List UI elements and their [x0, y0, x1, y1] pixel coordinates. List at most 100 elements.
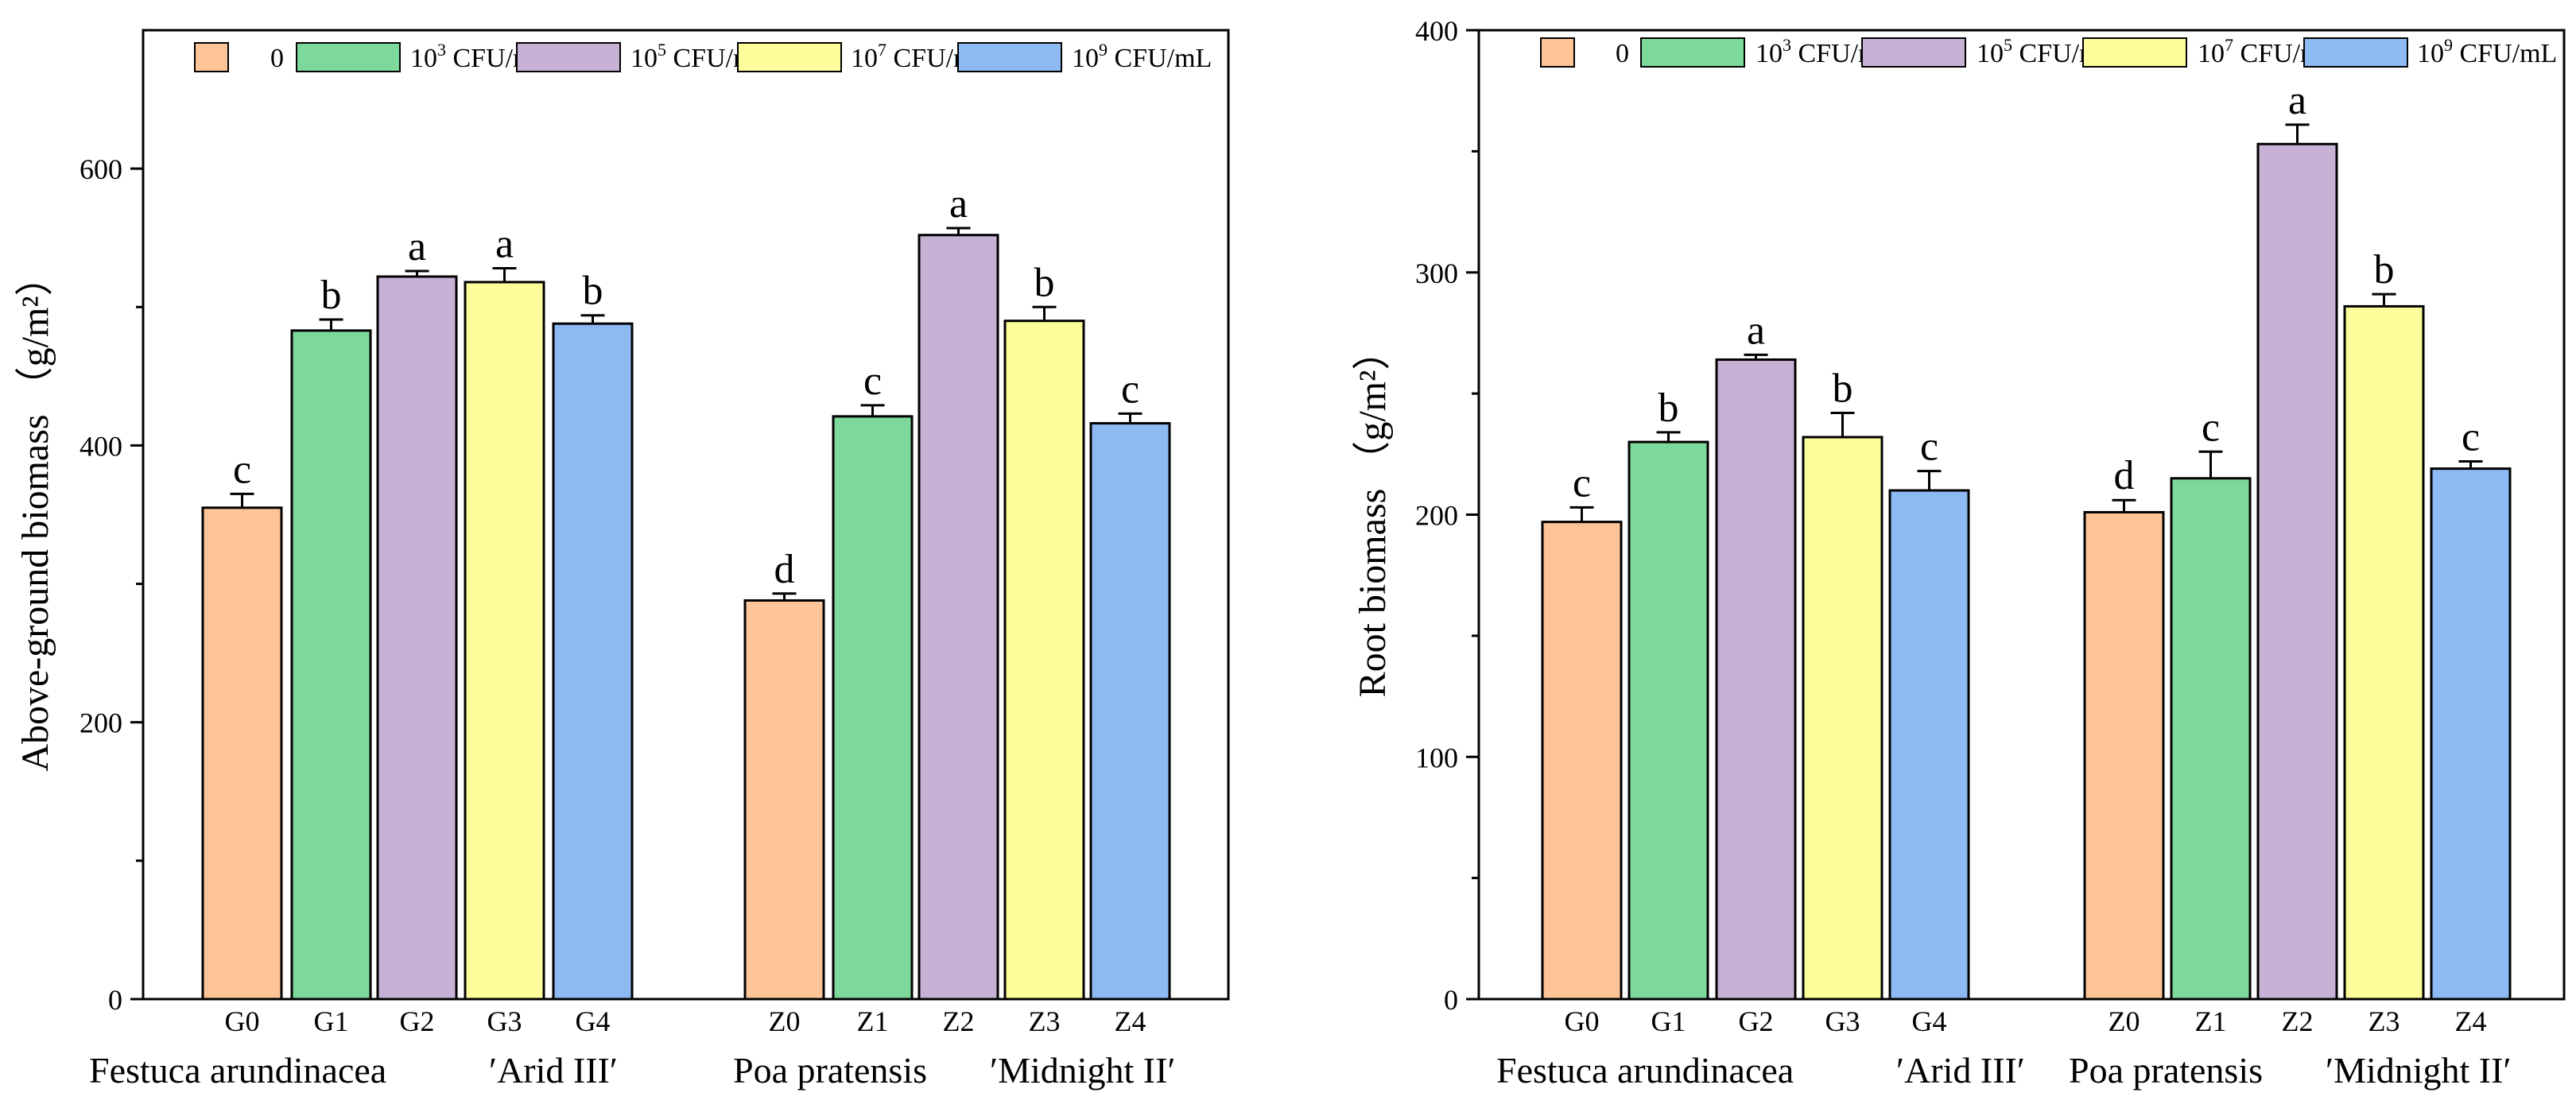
bar: [2343, 304, 2425, 1001]
bar: [552, 322, 634, 1001]
y-tick-label: 0: [1444, 984, 1458, 1016]
significance-letter: a: [949, 181, 968, 227]
bar: [2430, 467, 2512, 1001]
y-tick-label: 400: [1415, 15, 1458, 47]
legend-label: 103 CFU/mL: [410, 40, 550, 73]
bar: [2170, 477, 2252, 1001]
x-category-label: Z3: [2368, 1005, 2400, 1037]
legend-label-exponent: 5: [658, 40, 666, 60]
bar: [464, 281, 545, 1001]
legend-label: 0: [1616, 39, 1629, 68]
significance-letter: b: [2374, 247, 2395, 292]
legend-swatch: [2303, 37, 2408, 68]
x-category-label: G3: [1825, 1005, 1860, 1037]
x-category-label: Z1: [2195, 1005, 2227, 1037]
significance-letter: c: [1121, 366, 1139, 412]
legend-label-exponent: 5: [2004, 35, 2012, 55]
x-category-label: G2: [1739, 1005, 1774, 1037]
x-category-label: G4: [1912, 1005, 1947, 1037]
legend-label-base: 0: [1616, 39, 1629, 68]
y-axis-label: Root biomass （g/m²）: [1352, 332, 1394, 698]
bar: [1802, 436, 1884, 1001]
legend-label: 109 CFU/mL: [2417, 35, 2557, 68]
legend-swatch: [2082, 37, 2187, 68]
significance-letter: c: [1920, 424, 1938, 470]
x-category-label: Z4: [1115, 1005, 1146, 1037]
x-category-label: G3: [487, 1005, 522, 1037]
legend-label: 0: [270, 44, 284, 73]
legend-label-unit: CFU/mL: [2453, 39, 2557, 68]
bar: [918, 234, 999, 1001]
legend-swatch: [296, 42, 401, 72]
y-tick-label: 0: [108, 984, 122, 1016]
x-category-label: Z2: [2282, 1005, 2314, 1037]
bar: [832, 415, 914, 1001]
significance-letter: a: [408, 224, 426, 269]
significance-letter: b: [321, 273, 342, 318]
x-category-label: G4: [576, 1005, 611, 1037]
y-tick-label: 100: [1415, 742, 1458, 773]
y-tick-label: 600: [80, 153, 122, 185]
panel-above-ground-biomass: 0 200 400 600 Above-ground biomass （g/m²） c G0…: [14, 29, 1230, 1091]
legend-label-exponent: 3: [1783, 35, 1791, 55]
bar: [2083, 510, 2165, 1001]
significance-letter: c: [2202, 405, 2220, 450]
significance-letter: b: [1833, 366, 1853, 412]
group-label-cultivar: ′Arid III′: [489, 1050, 618, 1091]
legend-swatch: [516, 42, 621, 72]
x-category-label: Z1: [857, 1005, 889, 1037]
group-label-species: Poa pratensis: [2069, 1050, 2263, 1091]
group-label-cultivar: ′Arid III′: [1896, 1050, 2025, 1091]
y-tick-label: 200: [80, 707, 122, 739]
x-category-label: G0: [1565, 1005, 1600, 1037]
legend-label-exponent: 7: [878, 40, 886, 60]
legend-label-base: 10: [630, 44, 658, 73]
legend-label-exponent: 9: [2444, 35, 2453, 55]
significance-letter: c: [233, 447, 251, 492]
bar: [1888, 489, 1970, 1001]
group-label-species: Festuca arundinacea: [1496, 1050, 1794, 1091]
legend-swatch: [194, 42, 229, 72]
legend-swatch: [1540, 37, 1575, 68]
x-category-label: Z0: [769, 1005, 801, 1037]
x-category-label: Z3: [1029, 1005, 1061, 1037]
bar: [1715, 358, 1797, 1001]
significance-letter: a: [2288, 78, 2306, 123]
significance-letter: c: [1573, 460, 1591, 506]
bar: [376, 275, 458, 1001]
y-tick-label: 300: [1415, 258, 1458, 289]
significance-letter: b: [1658, 385, 1679, 431]
x-category-label: G1: [1651, 1005, 1686, 1037]
legend: 0 103 CFU/mL 105 CFU/mL 107 CFU/mL 109 CFU/m…: [1540, 35, 2557, 68]
legend-swatch: [1861, 37, 1966, 68]
bar: [743, 599, 825, 1001]
bar: [1541, 521, 1623, 1001]
significance-letter: c: [863, 358, 882, 404]
x-category-label: Z0: [2109, 1005, 2140, 1037]
bar: [1003, 320, 1085, 1001]
legend-swatch: [737, 42, 842, 72]
legend-label-base: 0: [270, 44, 284, 73]
bar: [1089, 422, 1171, 1001]
legend-label: 109 CFU/mL: [1072, 40, 1212, 73]
significance-letter: d: [2114, 453, 2135, 498]
legend-swatch: [1640, 37, 1745, 68]
legend-label-exponent: 9: [1099, 40, 1108, 60]
legend-label-base: 10: [2198, 39, 2225, 68]
x-category-label: G1: [314, 1005, 349, 1037]
legend-label-base: 10: [1072, 44, 1099, 73]
legend-label-base: 10: [851, 44, 878, 73]
bar: [2256, 142, 2338, 1001]
legend-label-base: 10: [1977, 39, 2004, 68]
group-label-cultivar: ′Midnight II′: [990, 1050, 1176, 1091]
significance-letter: d: [774, 547, 795, 592]
legend-label-unit: CFU/mL: [1108, 44, 1212, 73]
group-label-species: Poa pratensis: [733, 1050, 927, 1091]
bar: [1627, 440, 1709, 1001]
y-axis-label: Above-ground biomass （g/m²）: [14, 258, 56, 771]
plot-frame: [142, 29, 1230, 1001]
legend-label-base: 10: [2417, 39, 2444, 68]
group-label-cultivar: ′Midnight II′: [2326, 1050, 2512, 1091]
x-category-label: Z4: [2455, 1005, 2487, 1037]
